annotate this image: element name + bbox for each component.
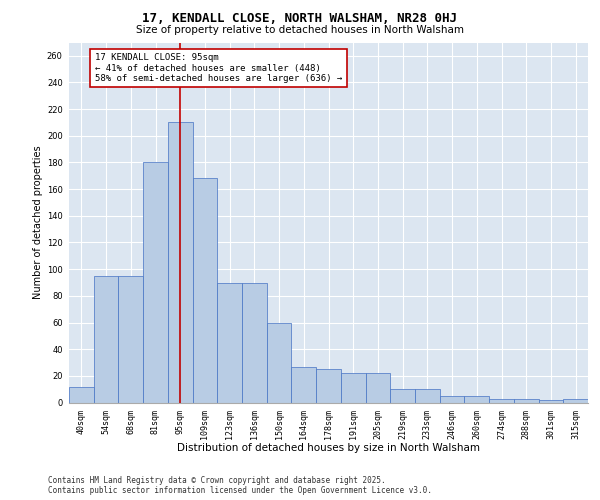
Bar — [316, 369, 341, 402]
Text: 17, KENDALL CLOSE, NORTH WALSHAM, NR28 0HJ: 17, KENDALL CLOSE, NORTH WALSHAM, NR28 0… — [143, 12, 458, 26]
Bar — [193, 178, 217, 402]
Bar — [563, 398, 588, 402]
Bar — [390, 389, 415, 402]
Bar — [365, 373, 390, 402]
Bar — [514, 398, 539, 402]
Bar — [242, 282, 267, 403]
Bar — [143, 162, 168, 402]
Bar — [267, 322, 292, 402]
Bar — [464, 396, 489, 402]
Bar — [94, 276, 118, 402]
Bar — [539, 400, 563, 402]
Bar — [489, 398, 514, 402]
Bar — [292, 366, 316, 402]
Text: 17 KENDALL CLOSE: 95sqm
← 41% of detached houses are smaller (448)
58% of semi-d: 17 KENDALL CLOSE: 95sqm ← 41% of detache… — [95, 53, 342, 83]
Text: Contains HM Land Registry data © Crown copyright and database right 2025.
Contai: Contains HM Land Registry data © Crown c… — [48, 476, 432, 495]
Bar — [69, 386, 94, 402]
Bar — [341, 373, 365, 402]
Bar — [440, 396, 464, 402]
Bar — [415, 389, 440, 402]
Text: Size of property relative to detached houses in North Walsham: Size of property relative to detached ho… — [136, 25, 464, 35]
Bar — [217, 282, 242, 403]
Bar — [168, 122, 193, 402]
Y-axis label: Number of detached properties: Number of detached properties — [33, 146, 43, 300]
X-axis label: Distribution of detached houses by size in North Walsham: Distribution of detached houses by size … — [177, 443, 480, 453]
Bar — [118, 276, 143, 402]
